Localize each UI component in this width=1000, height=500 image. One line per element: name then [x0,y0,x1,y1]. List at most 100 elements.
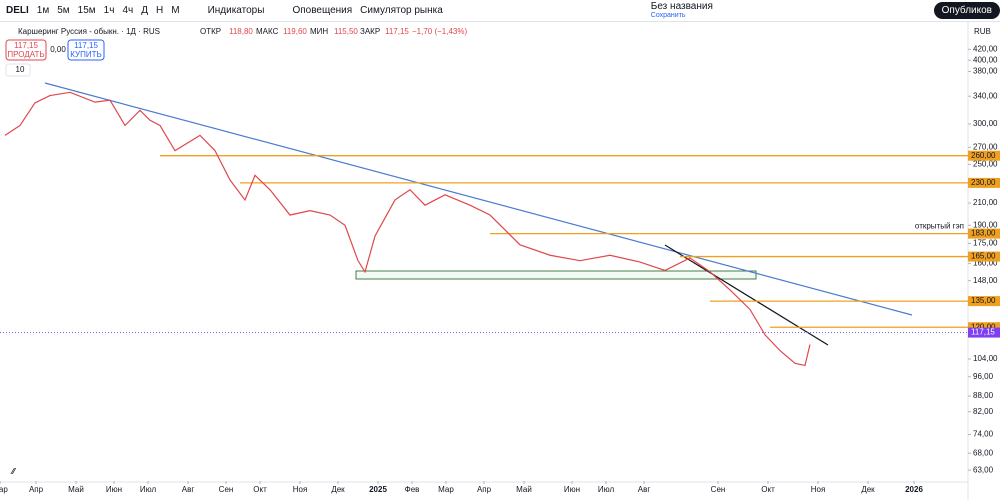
annotation: открытый гэп [915,222,964,231]
x-tick-label: 2025 [369,485,387,494]
y-tick-label: 190,00 [973,220,998,229]
trend-line [44,82,913,316]
level-tag [968,322,1000,333]
layout[interactable]: Без названия Сохранить [650,0,713,20]
x-tick-label: Окт [761,485,775,494]
y-tick-label: 88,00 [973,391,994,400]
buy-price: 117,15 [74,41,98,50]
open: 118,80 [229,27,253,36]
x-tick-label: Июн [564,485,580,494]
currency: RUB [974,27,991,36]
y-tick-label: 420,00 [973,44,998,53]
price-line [4,91,811,367]
indicator-count: 10 [16,65,25,74]
x-tick-label: Авг [638,485,651,494]
change: −1,70 (−1,43%) [412,27,467,36]
x-tick-label: Июн [106,485,122,494]
indicator-toggle[interactable] [5,63,31,77]
x-tick-label: Ноя [811,485,826,494]
interval[interactable]: 1ч [103,5,115,16]
interval[interactable]: Д [141,5,148,16]
last-price-label: 117,15 [971,328,995,337]
layout-state: Сохранить [650,11,686,19]
interval[interactable]: 5м [57,5,70,16]
y-tick-label: 148,00 [973,276,998,285]
x-tick-label: Окт [253,485,267,494]
level-tag [968,177,1000,188]
y-tick-label: 74,00 [973,430,994,439]
level-label: 135,00 [971,296,996,305]
last-price-tag [968,327,1000,338]
level-label: 260,00 [971,151,996,160]
y-tick-label: 68,00 [973,448,994,457]
level-label: 230,00 [971,178,996,187]
y-tick-label: 300,00 [973,119,998,128]
symbol[interactable]: DELI [6,5,29,16]
level-tag [968,251,1000,262]
y-tick-label: 250,00 [973,160,998,169]
y-tick-label: 380,00 [973,67,998,76]
level-tag [968,228,1000,239]
interval[interactable]: М [171,5,180,16]
chart: Каршеринг Руссия - обыкн. · 1Д · RUS ОТК… [0,22,1000,500]
x-tick-label: Апр [477,485,492,494]
toolbar: DELI 1м 5м 15м 1ч 4ч Д Н М Индикаторы Оп… [0,0,1000,22]
layout-name: Без названия [650,0,713,12]
close-label: ЗАКР [360,27,380,36]
interval[interactable]: Н [156,5,164,16]
level-tag [968,150,1000,161]
buy: КУПИТЬ [70,50,101,59]
y-tick-label: 400,00 [973,55,998,64]
x-tick-label: Фев [405,485,420,494]
x-tick-label: Май [516,485,532,494]
level-label: 183,00 [971,229,996,238]
y-tick-label: 160,00 [973,259,998,268]
publish[interactable]: Опубликов [933,2,1000,19]
y-tick-label: 270,00 [973,142,998,151]
y-tick-label: 82,00 [973,407,994,416]
x-tick-label: Мар [0,485,8,494]
low-label: МИН [310,27,328,36]
x-tick-label: Сен [219,485,234,494]
open-label: ОТКР [200,27,221,36]
y-tick-label: 340,00 [973,91,998,100]
x-tick-label: Июл [598,485,615,494]
interval[interactable]: 15м [77,5,96,16]
interval[interactable]: 4ч [122,5,134,16]
y-tick-label: 96,00 [973,372,994,381]
x-tick-label: Авг [182,485,195,494]
indicators[interactable]: Индикаторы [207,5,265,16]
high-label: МАКС [256,27,279,36]
y-tick-label: 63,00 [973,465,994,474]
level-label: 165,00 [971,252,996,261]
y-tick-label: 210,00 [973,198,998,207]
y-tick-label: 175,00 [973,239,998,248]
sell-price: 117,15 [14,41,38,50]
x-tick-label: Сен [711,485,726,494]
interval[interactable]: 1м [36,5,50,16]
high: 119,60 [283,27,307,36]
trend-line [664,244,829,346]
level-label: 120,00 [971,322,996,331]
buy-button[interactable] [67,39,105,61]
support-zone [355,270,757,280]
level-tag [968,296,1000,307]
alerts[interactable]: Оповещения [292,5,353,16]
logo: ⁄⁄ [10,467,16,476]
low: 115,50 [334,27,358,36]
x-tick-label: Июл [140,485,157,494]
x-tick-label: Май [68,485,84,494]
x-tick-label: 2026 [905,485,923,494]
spread: 0,00 [50,45,66,54]
x-tick-label: Дек [861,485,875,494]
y-tick-label: 104,00 [973,354,998,363]
x-tick-label: Мар [438,485,454,494]
sell-button[interactable] [5,39,47,61]
sell: ПРОДАТЬ [7,50,44,59]
close: 117,15 [385,27,409,36]
x-tick-label: Ноя [293,485,308,494]
replay[interactable]: Симулятор рынка [360,5,443,16]
x-tick-label: Апр [29,485,44,494]
x-tick-label: Дек [331,485,345,494]
